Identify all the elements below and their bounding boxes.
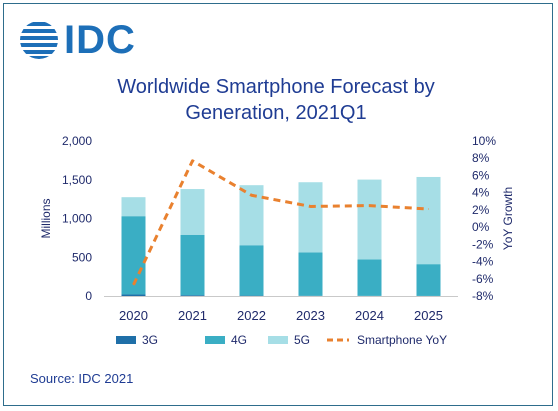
legend-5g-label: 5G [294, 333, 310, 347]
y2-tick-label: 2% [472, 203, 490, 217]
bar-4g [180, 234, 205, 296]
x-tick-label: 2025 [414, 308, 443, 323]
y2-tick-label: 10% [472, 134, 496, 148]
y-tick-label: 0 [85, 289, 92, 303]
x-tick-label: 2023 [296, 308, 325, 323]
y2-tick-label: 4% [472, 186, 490, 200]
y-tick-label: 1,500 [62, 173, 92, 187]
bar-5g [180, 189, 205, 235]
bar-3g [180, 295, 205, 296]
y2-tick-label: 6% [472, 168, 490, 182]
x-tick-label: 2021 [178, 308, 207, 323]
bar-4g [357, 259, 382, 296]
globe-icon [20, 22, 58, 59]
chart-title-line1: Worldwide Smartphone Forecast by [117, 76, 435, 98]
y2-tick-label: -6% [472, 272, 494, 286]
bar-5g [121, 197, 146, 217]
y-tick-label: 2,000 [62, 134, 92, 148]
legend-4g-swatch [205, 336, 225, 344]
y2-axis-label: YoY Growth [501, 187, 515, 250]
x-tick-label: 2022 [237, 308, 266, 323]
bar-5g [416, 176, 441, 265]
legend-3g-label: 3G [142, 333, 158, 347]
legend-4g-label: 4G [231, 333, 247, 347]
legend-3g-swatch [116, 336, 136, 344]
bar-4g [298, 252, 323, 296]
y2-tick-label: 8% [472, 151, 490, 165]
y-axis-label: Millions [39, 198, 53, 238]
yoy-point [310, 205, 311, 207]
bar-4g [239, 245, 264, 296]
yoy-point [428, 208, 429, 210]
y2-tick-label: -2% [472, 237, 494, 251]
y2-tick-label: -8% [472, 289, 494, 303]
y2-tick-label: -4% [472, 255, 494, 269]
chart-title-line2: Generation, 2021Q1 [185, 102, 367, 124]
legend-5g-swatch [268, 336, 288, 344]
bar-4g [416, 264, 441, 296]
bar-5g [357, 179, 382, 260]
idc-logo: IDC [18, 20, 136, 60]
legend: 3G 4G 5G Smartphone YoY [116, 333, 447, 347]
y-tick-label: 500 [72, 250, 92, 264]
yoy-point [251, 194, 252, 196]
x-tick-label: 2024 [355, 308, 384, 323]
yoy-line [132, 159, 429, 286]
legend-yoy-label: Smartphone YoY [357, 333, 447, 347]
yoy-point [192, 160, 193, 162]
x-tick-label: 2020 [119, 308, 148, 323]
yoy-point [133, 284, 134, 286]
bar-5g [298, 182, 323, 253]
bar-3g [121, 294, 146, 296]
source-note: Source: IDC 2021 [30, 371, 134, 386]
logo-text: IDC [64, 18, 136, 62]
yoy-point [369, 205, 370, 207]
y2-tick-label: 0% [472, 220, 490, 234]
y-tick-label: 1,000 [62, 212, 92, 226]
